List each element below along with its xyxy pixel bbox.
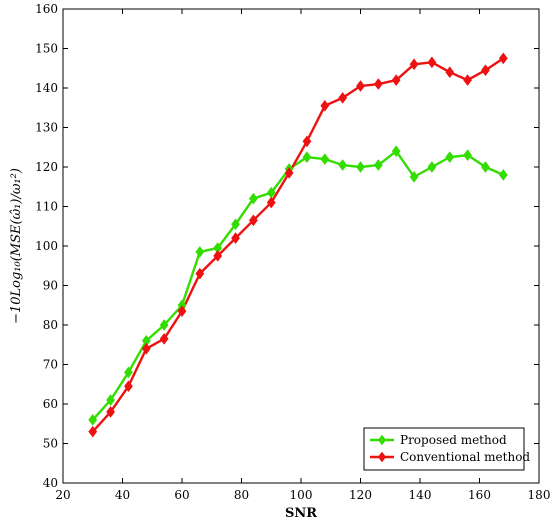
series-0-point (159, 319, 169, 331)
series-1-point (159, 332, 169, 345)
x-tick-label: 40 (115, 488, 130, 502)
y-tick-label: 40 (43, 476, 58, 490)
series-1-point (409, 58, 419, 71)
y-tick-label: 90 (43, 279, 58, 293)
series-1-point (481, 64, 490, 77)
series-0-point (195, 246, 205, 258)
series-1-point (498, 52, 508, 65)
series-1-point (373, 78, 383, 90)
series-1-point (248, 214, 258, 227)
y-axis-title: −10Log₁₀(MSE(ω̂₁)/ω₁²) (9, 168, 24, 324)
y-tick-label: 50 (43, 437, 58, 451)
x-tick-label: 120 (349, 488, 372, 502)
series-1-point (391, 74, 401, 87)
series-0-point (427, 161, 437, 173)
x-tick-label: 140 (409, 488, 432, 502)
series-0-point (409, 170, 419, 183)
series-0-point (481, 161, 490, 173)
series-0-point (445, 151, 455, 164)
series-0-point (463, 149, 473, 162)
series-1-point (463, 74, 473, 87)
series-1-point (427, 56, 437, 69)
legend-swatch-marker (377, 451, 387, 463)
series-1-point (231, 232, 240, 245)
x-tick-label: 80 (234, 488, 249, 502)
y-tick-label: 160 (35, 2, 58, 16)
series-0-point (88, 413, 98, 426)
series-1-point (141, 342, 151, 355)
y-tick-label: 100 (35, 239, 58, 253)
series-1-point (320, 99, 330, 112)
plot-area (88, 52, 508, 438)
x-tick-label: 20 (55, 488, 70, 502)
legend-swatch-marker (377, 434, 387, 446)
y-tick-label: 130 (35, 121, 58, 135)
series-0-point (373, 159, 383, 171)
series-0-point (248, 192, 258, 205)
y-tick-label: 120 (35, 160, 58, 174)
series-1-point (88, 425, 98, 438)
legend-label: Proposed method (400, 433, 507, 447)
x-tick-label: 180 (528, 488, 550, 502)
series-1-point (284, 167, 294, 179)
series-0-point (231, 218, 240, 231)
y-tick-label: 70 (43, 358, 58, 372)
series-1-point (445, 66, 455, 79)
series-1-point (338, 91, 348, 104)
legend-label: Conventional method (400, 450, 530, 464)
series-0-point (391, 145, 401, 158)
series-1-point (177, 305, 187, 318)
series-1-point (266, 196, 276, 209)
series-1-point (356, 80, 365, 92)
y-tick-label: 140 (35, 81, 58, 95)
series-0-point (124, 366, 133, 379)
y-tick-label: 60 (43, 397, 58, 411)
series-1-point (124, 380, 133, 393)
series-1-point (195, 267, 205, 280)
series-0-point (356, 161, 365, 173)
x-axis-title: SNR (285, 506, 317, 521)
series-0-point (320, 153, 330, 166)
series-0-point (338, 159, 348, 171)
y-tick-label: 150 (35, 42, 58, 56)
legend-box (363, 427, 525, 471)
series-1-point (213, 249, 223, 262)
series-1-point (302, 135, 312, 148)
legend: Proposed method Conventional method (363, 427, 530, 471)
y-tick-label: 80 (43, 318, 58, 332)
x-tick-label: 100 (290, 488, 313, 502)
series-0-point (498, 168, 508, 181)
series-1-point (106, 405, 116, 418)
axes: 20 40 60 80 100 120 140 160 18040506070809010011… (35, 2, 550, 502)
x-tick-label: 160 (468, 488, 491, 502)
series-0-point (106, 394, 116, 406)
series-0-point (302, 151, 312, 164)
y-tick-label: 110 (35, 200, 58, 214)
x-tick-label: 60 (174, 488, 189, 502)
